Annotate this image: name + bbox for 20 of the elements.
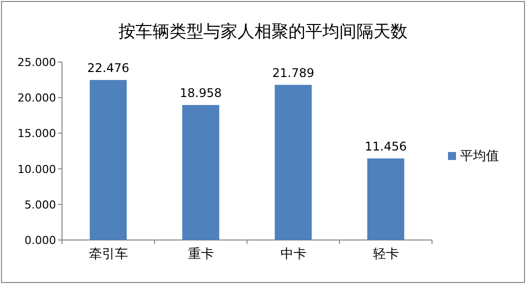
chart-title: 按车辆类型与家人相聚的平均间隔天数 <box>118 22 408 42</box>
bar <box>90 80 127 240</box>
data-label: 22.476 <box>87 60 130 75</box>
data-label: 11.456 <box>364 139 407 154</box>
bar <box>367 158 404 240</box>
x-tick-label: 牵引车 <box>88 247 128 262</box>
y-tick-label: 20.000 <box>18 92 56 105</box>
legend-label: 平均值 <box>460 149 499 164</box>
x-tick-label: 重卡 <box>188 247 214 262</box>
bar <box>274 84 312 240</box>
y-tick-label: 0.000 <box>24 234 56 247</box>
bar <box>182 105 220 240</box>
x-tick-label: 中卡 <box>280 247 306 262</box>
y-tick-label: 5.000 <box>24 198 56 212</box>
x-tick-label: 轻卡 <box>372 247 399 262</box>
y-tick-label: 25.000 <box>18 56 56 69</box>
y-tick-label: 15.000 <box>18 127 56 140</box>
data-label: 18.958 <box>180 86 222 100</box>
y-tick-label: 10.000 <box>18 162 56 176</box>
data-label: 21.789 <box>272 66 314 80</box>
